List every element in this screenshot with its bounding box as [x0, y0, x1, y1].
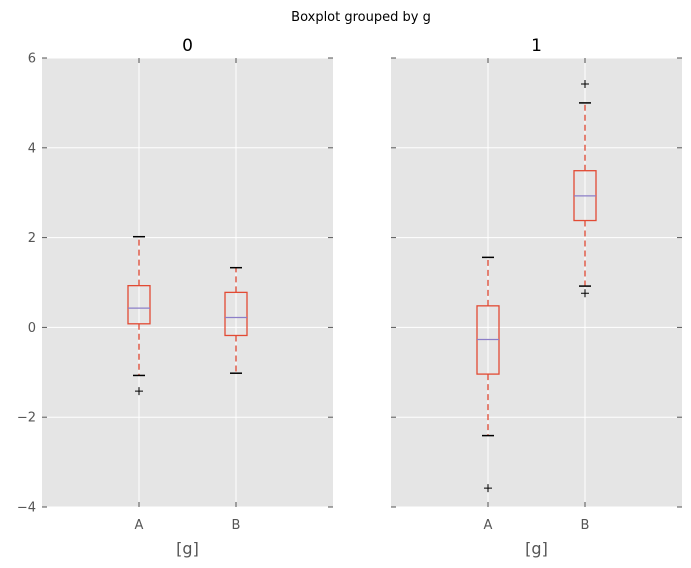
- panel-1: A B 1 [g]: [391, 36, 682, 558]
- box-0-A: [127, 235, 151, 396]
- box-1-B: [573, 80, 597, 298]
- panel-title: 1: [531, 36, 542, 56]
- y-tick-label: −2: [17, 411, 36, 426]
- x-axis-label: [g]: [176, 539, 199, 558]
- panels: −4 −2 0 2 4 6 A B 0 [g] A B 1 [g]: [17, 36, 682, 558]
- flier-point: [484, 484, 492, 493]
- panel-title: 0: [182, 36, 193, 56]
- y-tick-label: 2: [28, 231, 36, 246]
- y-tick-label: 4: [28, 141, 36, 156]
- x-tick-label-A: A: [135, 518, 144, 533]
- x-axis-label: [g]: [525, 539, 548, 558]
- x-tick-label-B: B: [232, 518, 241, 533]
- y-tick-label: 6: [28, 52, 36, 67]
- box-1-A: [476, 256, 500, 493]
- plot-background: [42, 58, 333, 507]
- y-tick-label: −4: [17, 501, 36, 516]
- flier-point: [135, 387, 143, 396]
- box-iqr: [224, 291, 248, 337]
- plot-background: [391, 58, 682, 507]
- flier-point: [581, 289, 589, 298]
- box-0-B: [224, 266, 248, 374]
- box-iqr: [127, 284, 151, 325]
- x-tick-label-B: B: [581, 518, 590, 533]
- x-tick-label-A: A: [484, 518, 493, 533]
- flier-point: [581, 80, 589, 89]
- y-tick-label: 0: [28, 321, 36, 336]
- figure-title: Boxplot grouped by g: [291, 10, 431, 25]
- panel-0: −4 −2 0 2 4 6 A B 0 [g]: [17, 36, 333, 558]
